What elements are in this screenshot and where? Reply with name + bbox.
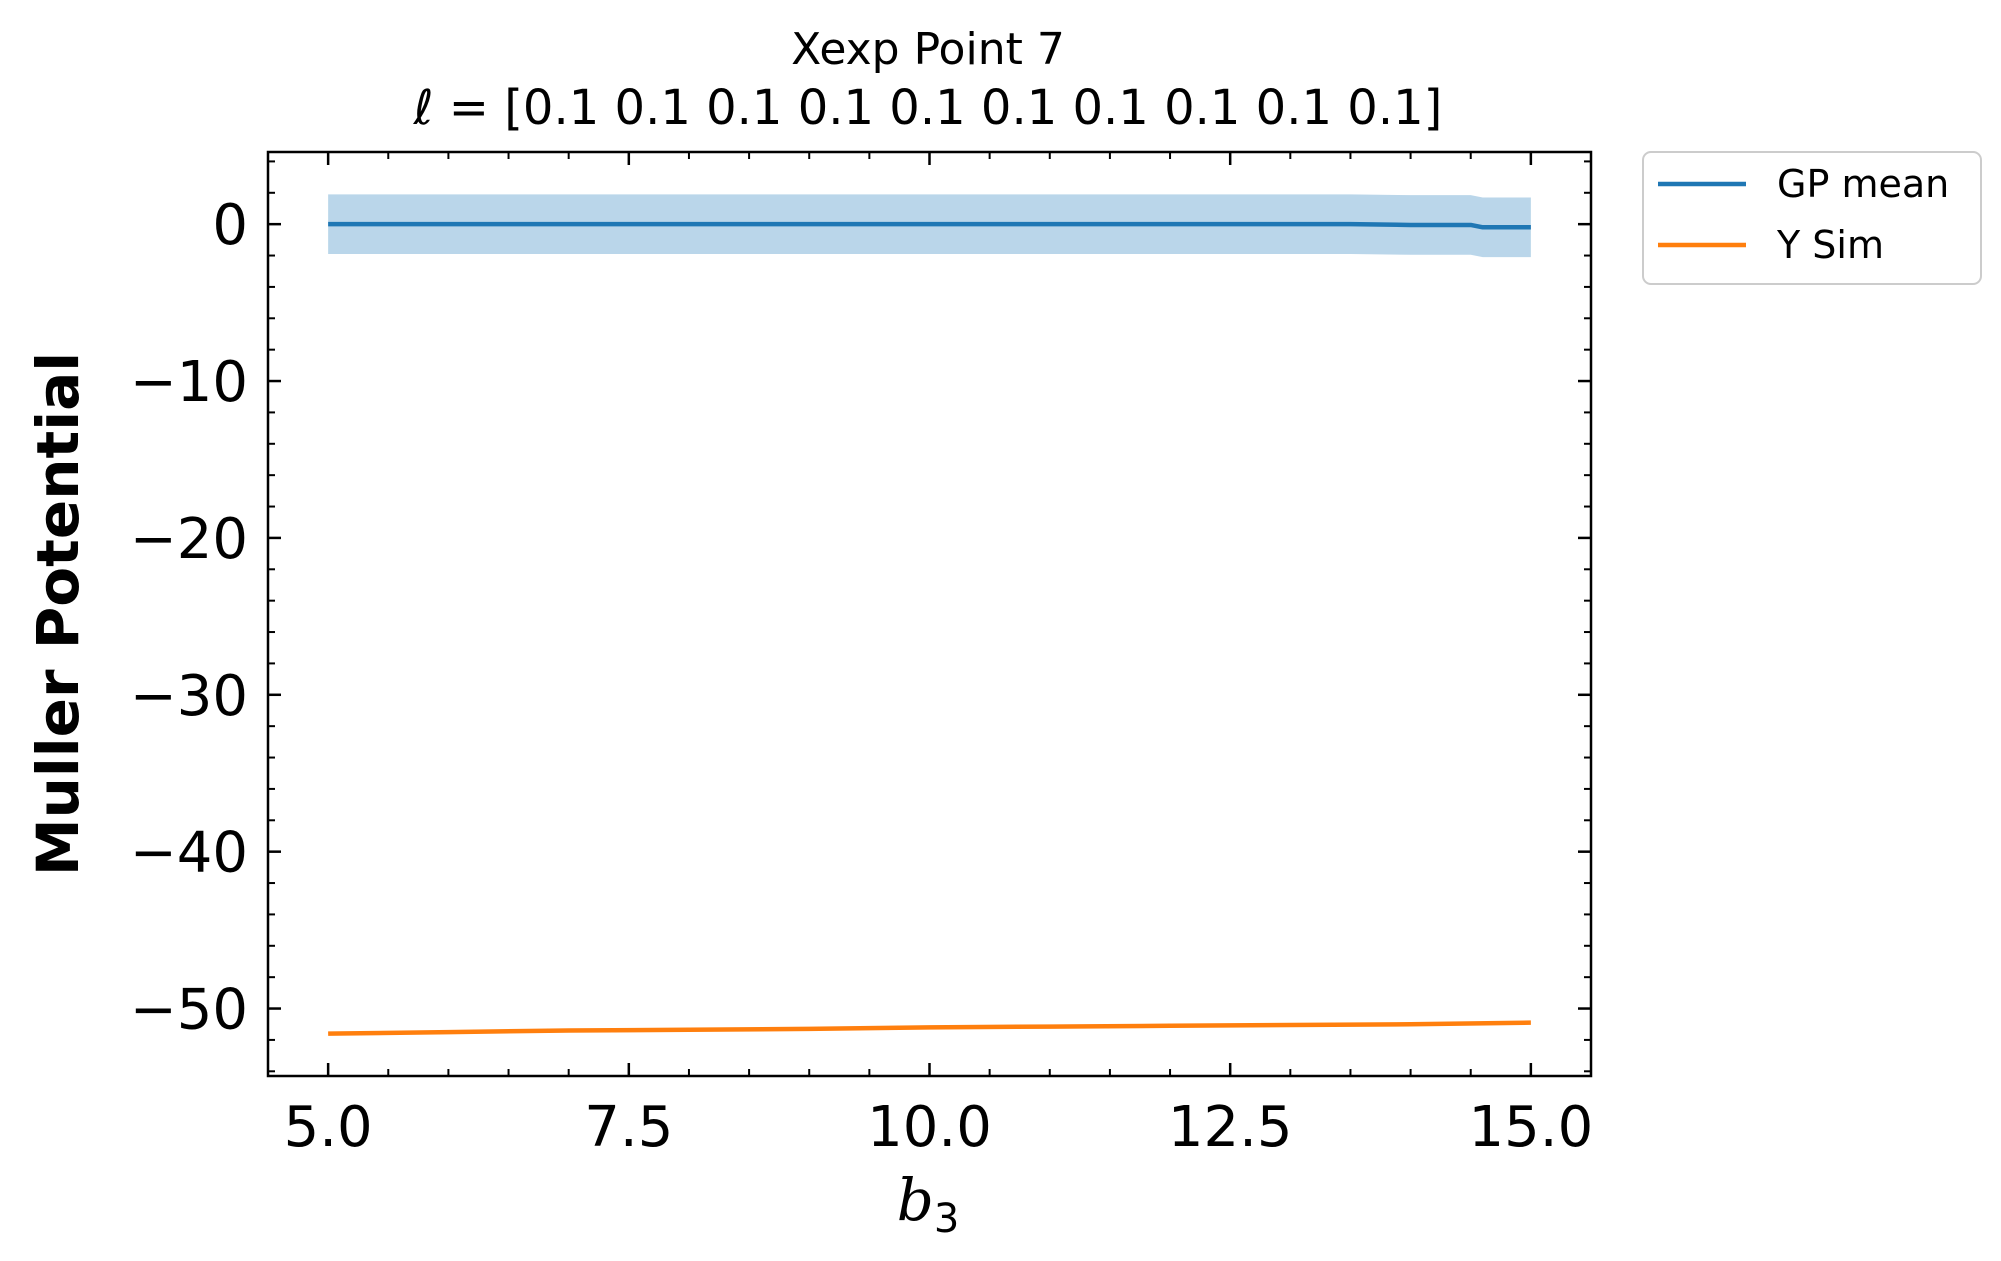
x-tick-label: 10.0 — [867, 1095, 992, 1160]
y-tick-label: −50 — [130, 978, 248, 1043]
x-tick-label: 12.5 — [1168, 1095, 1293, 1160]
legend-label-gp-mean: GP mean — [1777, 162, 1949, 206]
tick-layer — [267, 152, 1592, 1076]
chart-subtitle: ℓ = [0.1 0.1 0.1 0.1 0.1 0.1 0.1 0.1 0.1… — [413, 80, 1443, 136]
y-axis-label: Muller Potential — [24, 352, 92, 876]
y-tick-label: −10 — [130, 350, 248, 415]
y-tick-label: −40 — [130, 821, 248, 886]
y-tick-labels: 0 −10 −20 −30 −40 −50 — [130, 193, 248, 1042]
x-axis-label-base: b — [897, 1166, 934, 1234]
x-tick-labels: 5.0 7.5 10.0 12.5 15.0 — [284, 1095, 1594, 1160]
y-tick-label: −20 — [130, 507, 248, 572]
y-tick-label: −30 — [130, 664, 248, 729]
chart-title: Xexp Point 7 — [791, 24, 1065, 75]
x-axis-label: b3 — [897, 1166, 960, 1242]
x-axis-label-subscript: 3 — [934, 1196, 959, 1242]
legend-label-y-sim: Y Sim — [1776, 223, 1884, 267]
series-line-layer — [328, 221, 1531, 1036]
y-sim-line — [328, 1020, 1531, 1036]
x-tick-label: 5.0 — [284, 1095, 373, 1160]
x-tick-label: 7.5 — [584, 1095, 673, 1160]
y-tick-label: 0 — [212, 193, 248, 258]
plot-frame — [266, 150, 1593, 1078]
gp-mean-line — [328, 221, 1531, 230]
legend: GP mean Y Sim — [1642, 151, 1982, 285]
x-tick-label: 15.0 — [1469, 1095, 1594, 1160]
plot-area: 5.0 7.5 10.0 12.5 15.0 0 −10 −20 −30 −40 −50 — [130, 150, 1594, 1160]
